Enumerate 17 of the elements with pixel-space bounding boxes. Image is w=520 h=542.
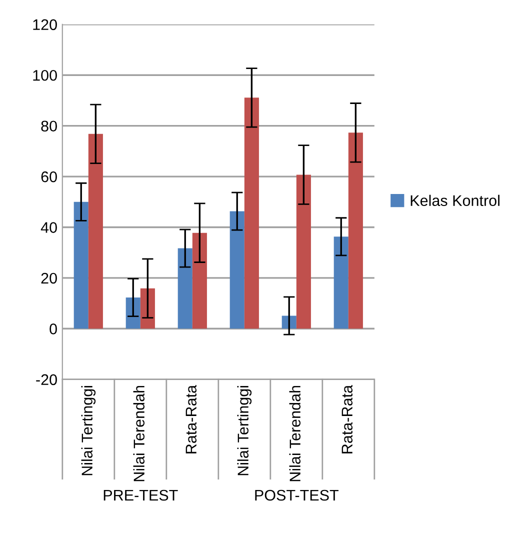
y-tick-label: 0 bbox=[50, 324, 57, 334]
y-tick-label: 40 bbox=[40, 222, 57, 233]
y-tick-label: 20 bbox=[41, 272, 57, 284]
text: PRE-TEST bbox=[104, 490, 178, 501]
y-tick-label: 100 bbox=[33, 70, 57, 81]
x-tick-label: Nilai Tertinggi bbox=[81, 386, 96, 476]
y-tick-label: -20 bbox=[36, 374, 57, 386]
y-tick-label: 80 bbox=[41, 120, 57, 132]
y-tick-label: 60 bbox=[41, 171, 57, 182]
y-tick-label: 120 bbox=[33, 19, 57, 30]
x-tick-label: Nilai Tertinggi bbox=[237, 386, 252, 476]
x-tick-label: Nilai Terendah bbox=[289, 386, 300, 482]
text: POST-TEST bbox=[255, 490, 338, 501]
x-tick-label: Nilai Terendah bbox=[133, 386, 144, 482]
legend-label: Kelas Kontrol bbox=[410, 194, 500, 206]
x-tick-label: Rata-Rata bbox=[186, 384, 196, 454]
x-tick-label: Rata-Rata bbox=[342, 384, 352, 454]
